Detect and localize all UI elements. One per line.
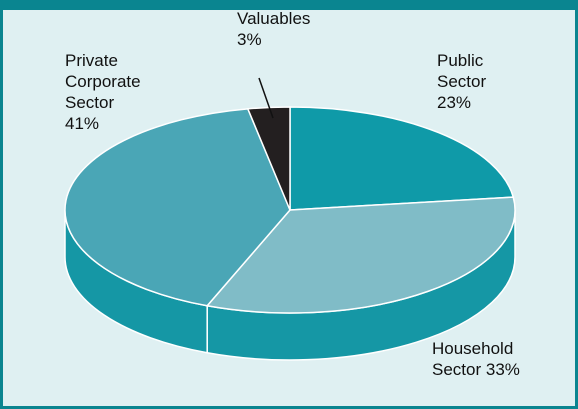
- slice-label: Private Corporate Sector 41%: [65, 50, 145, 134]
- category-label: Public Sector: [437, 51, 487, 91]
- pie-slice: [289, 106, 515, 211]
- pie-slice: [64, 108, 291, 307]
- value-label: 3%: [237, 30, 262, 49]
- category-label: Valuables: [237, 9, 311, 28]
- slice-label: Valuables 3%: [237, 9, 327, 50]
- leader-line: [258, 77, 274, 119]
- category-label: Private Corporate Sector: [65, 51, 141, 112]
- chart: [64, 77, 516, 361]
- category-label: Household Sector: [432, 339, 514, 379]
- value-label: 33%: [485, 360, 520, 379]
- slice-label: Public Sector 23%: [437, 50, 517, 113]
- pie-slice: [205, 196, 516, 314]
- value-label: 23%: [437, 93, 472, 112]
- slice-label: Household Sector 33%: [432, 338, 547, 380]
- value-label: 41%: [65, 114, 100, 133]
